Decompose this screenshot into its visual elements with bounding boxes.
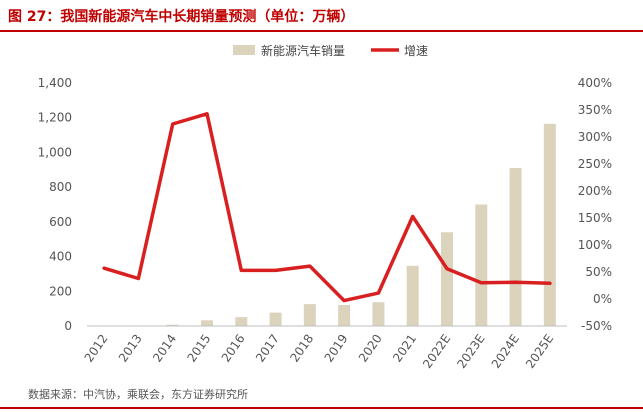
x-tick-label: 2020 [356,332,385,365]
x-tick-label: 2021 [390,332,419,365]
x-tick-label: 2023E [454,332,487,371]
y-right-tick-label: 300% [578,130,612,144]
y-left-tick-label: 800 [49,180,72,194]
x-tick-label: 2013 [116,332,145,365]
y-right-tick-label: -50% [581,319,612,333]
y-left-tick-label: 0 [64,319,72,333]
x-tick-label: 2015 [184,332,213,365]
y-left-tick-label: 600 [49,215,72,229]
y-left-tick-label: 1,400 [38,76,72,90]
x-tick-label: 2016 [219,332,248,365]
bar [475,204,488,326]
x-tick-label: 2017 [253,332,282,365]
bar [201,320,213,326]
bar [235,317,248,326]
y-left-tick-label: 200 [49,284,72,298]
bar [166,324,179,326]
y-left-tick-label: 1,200 [38,111,72,125]
y-right-tick-label: 150% [578,211,612,225]
figure-title: 图 27：我国新能源汽车中长期销量预测（单位：万辆） [8,9,355,25]
growth-line [102,112,552,303]
legend-bar-swatch [233,45,255,55]
x-tick-label: 2024E [489,332,522,371]
line-series [102,112,552,303]
y-left-tick-label: 400 [49,250,72,264]
y-axis-left: 0 200 400 600 800 1,000 1,200 1,400 [38,76,72,333]
title-divider [0,30,643,32]
y-right-tick-label: 350% [578,103,612,117]
y-right-tick-label: 50% [585,265,612,279]
y-axis-right: -50% 0% 50% 100% 150% 200% 250% 300% 350% 400% [578,76,612,333]
bar [269,312,282,326]
x-tick-label: 2014 [150,332,179,365]
legend-bar-label: 新能源汽车销量 [261,43,345,58]
source-note: 数据来源：中汽协，乘联会，东方证券研究所 [28,388,248,401]
bottom-divider [0,407,643,409]
y-right-tick-label: 200% [578,184,612,198]
legend: 新能源汽车销量 增速 [233,43,428,58]
x-tick-label: 2018 [287,332,316,365]
bar [543,123,556,327]
bar [509,168,522,326]
bar [441,232,453,326]
y-right-tick-label: 400% [578,76,612,90]
y-right-tick-label: 250% [578,157,612,171]
y-right-tick-label: 0% [593,292,612,306]
chart: 新能源汽车销量 增速 02004006008001,0001,2001,400 … [38,43,612,371]
bar-series [98,123,556,327]
bar [303,304,316,326]
bar [406,265,419,326]
bar [338,304,351,326]
x-tick-label: 2019 [322,332,351,365]
x-tick-label: 2025E [523,332,556,371]
x-axis: 2012 2013 2014 2015 2016 2017 2018 2019 2020 2021… [82,332,557,371]
x-tick-label: 2022E [420,332,453,371]
y-right-tick-label: 100% [578,238,612,252]
legend-line-label: 增速 [404,44,428,58]
bar [372,302,385,326]
x-tick-label: 2012 [82,332,111,365]
y-left-tick-label: 1,000 [38,145,72,159]
